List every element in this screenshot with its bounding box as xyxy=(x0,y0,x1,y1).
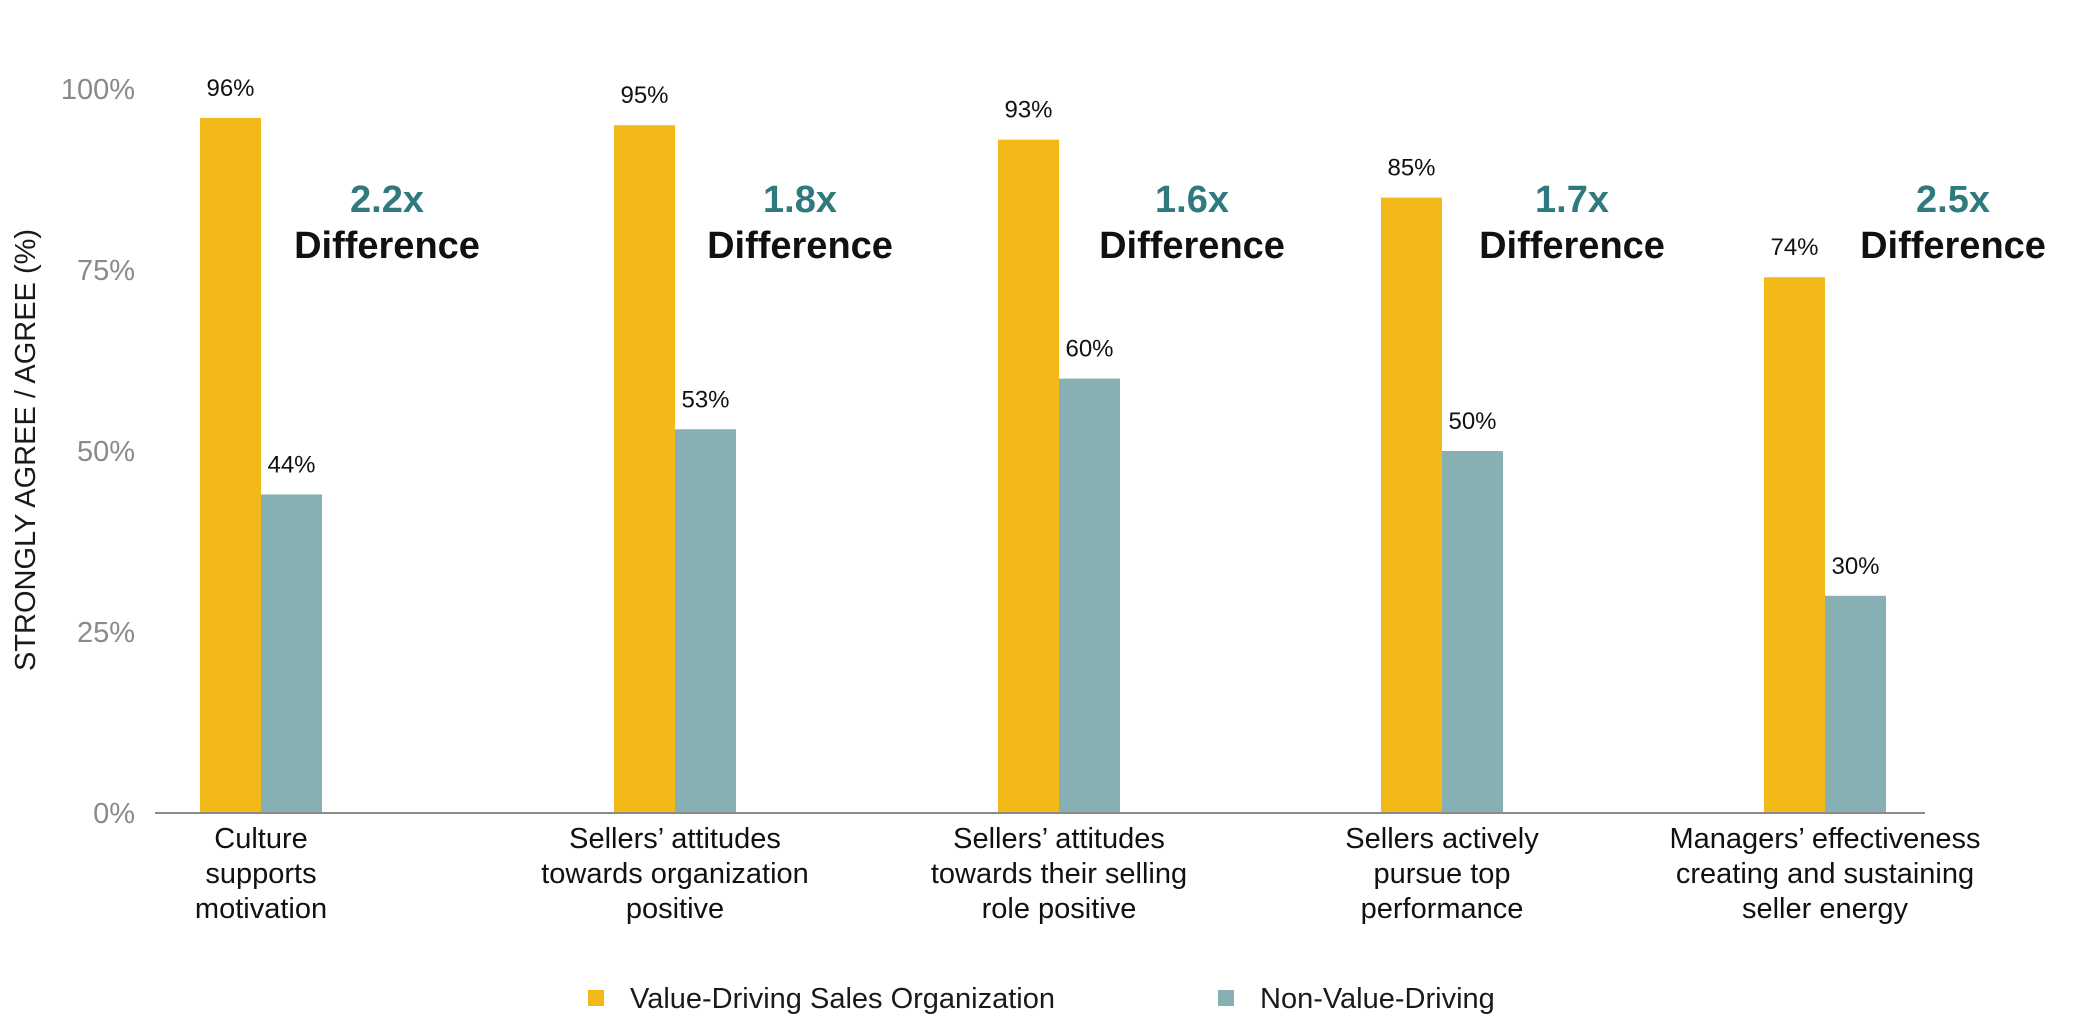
bars xyxy=(200,117,1886,814)
bar-value-driving xyxy=(1764,277,1825,813)
category-label-line: seller energy xyxy=(1742,893,1909,925)
y-tick-label: 50% xyxy=(77,436,135,468)
difference-ratio: 1.8x xyxy=(763,179,837,221)
legend-swatch xyxy=(588,990,604,1006)
difference-ratio: 1.7x xyxy=(1535,179,1609,221)
category-label-line: role positive xyxy=(982,893,1137,925)
bar-non-value-driving xyxy=(675,429,736,813)
y-tick-label: 100% xyxy=(61,74,135,106)
category-label-line: supports xyxy=(205,858,316,890)
category-label: Sellers actively pursue top performance xyxy=(1345,823,1539,925)
category-label-line: motivation xyxy=(195,893,327,925)
category-label: Sellers’ attitudes towards organization po… xyxy=(541,823,809,925)
y-tick-label: 25% xyxy=(77,617,135,649)
legend-label: Value-Driving Sales Organization xyxy=(630,983,1055,1015)
category-label-line: Sellers actively xyxy=(1345,823,1539,855)
category-label-line: pursue top xyxy=(1373,858,1510,890)
legend-label: Non-Value-Driving xyxy=(1260,983,1495,1015)
bar-value-driving xyxy=(614,125,675,813)
category-label-line: towards organization xyxy=(541,858,809,890)
y-axis-ticks: 0% 25% 50% 75% 100% xyxy=(61,74,135,830)
category-label-line: performance xyxy=(1361,893,1524,925)
bar-value-driving xyxy=(998,139,1059,813)
category-label-line: Culture xyxy=(214,823,308,855)
bar-value-label: 93% xyxy=(1004,97,1052,124)
y-axis-title: STRONGLY AGREE / AGREE (%) xyxy=(10,229,42,671)
bar-value-label: 53% xyxy=(681,386,729,413)
difference-text: Difference xyxy=(1860,225,2046,267)
bar-value-label: 50% xyxy=(1448,408,1496,435)
bar-value-driving xyxy=(200,117,261,813)
category-label: Culture supports motivation xyxy=(195,823,327,925)
difference-text: Difference xyxy=(1099,225,1285,267)
bar-value-label: 30% xyxy=(1831,553,1879,580)
category-label-line: creating and sustaining xyxy=(1676,858,1974,890)
difference-text: Difference xyxy=(294,225,480,267)
category-label-line: Sellers’ attitudes xyxy=(569,823,781,855)
difference-annotations: 2.2xDifference1.8xDifference1.6xDifferen… xyxy=(294,179,2046,267)
category-label: Managers’ effectiveness creating and sust… xyxy=(1669,823,1980,925)
bar-value-label: 95% xyxy=(620,82,668,109)
y-tick-label: 0% xyxy=(93,798,135,830)
category-label-line: Sellers’ attitudes xyxy=(953,823,1165,855)
category-label: Sellers’ attitudes towards their selling r… xyxy=(931,823,1187,925)
bar-non-value-driving xyxy=(1825,595,1886,813)
category-labels: Culture supports motivation Sellers’ attitu… xyxy=(195,823,1981,925)
category-label-line: positive xyxy=(626,893,724,925)
bar-non-value-driving xyxy=(1059,378,1120,813)
difference-text: Difference xyxy=(707,225,893,267)
difference-text: Difference xyxy=(1479,225,1665,267)
bar-value-label: 74% xyxy=(1770,234,1818,261)
legend-swatch xyxy=(1218,990,1234,1006)
difference-ratio: 2.2x xyxy=(350,179,424,221)
category-label-line: Managers’ effectiveness xyxy=(1669,823,1980,855)
value-labels: 96% 95% 93% 85% 74% 44% 53% 60% 50% 30% xyxy=(206,75,1879,580)
bar-value-driving xyxy=(1381,197,1442,814)
bar-non-value-driving xyxy=(261,494,322,813)
bar-value-label: 96% xyxy=(206,75,254,102)
difference-ratio: 1.6x xyxy=(1155,179,1229,221)
category-label-line: towards their selling xyxy=(931,858,1187,890)
difference-ratio: 2.5x xyxy=(1916,179,1990,221)
y-tick-label: 75% xyxy=(77,255,135,287)
bar-value-label: 85% xyxy=(1387,155,1435,182)
legend: Value-Driving Sales Organization Non-Valu… xyxy=(588,983,1495,1015)
bar-value-label: 44% xyxy=(267,451,315,478)
bar-non-value-driving xyxy=(1442,451,1503,813)
bar-value-label: 60% xyxy=(1065,336,1113,363)
